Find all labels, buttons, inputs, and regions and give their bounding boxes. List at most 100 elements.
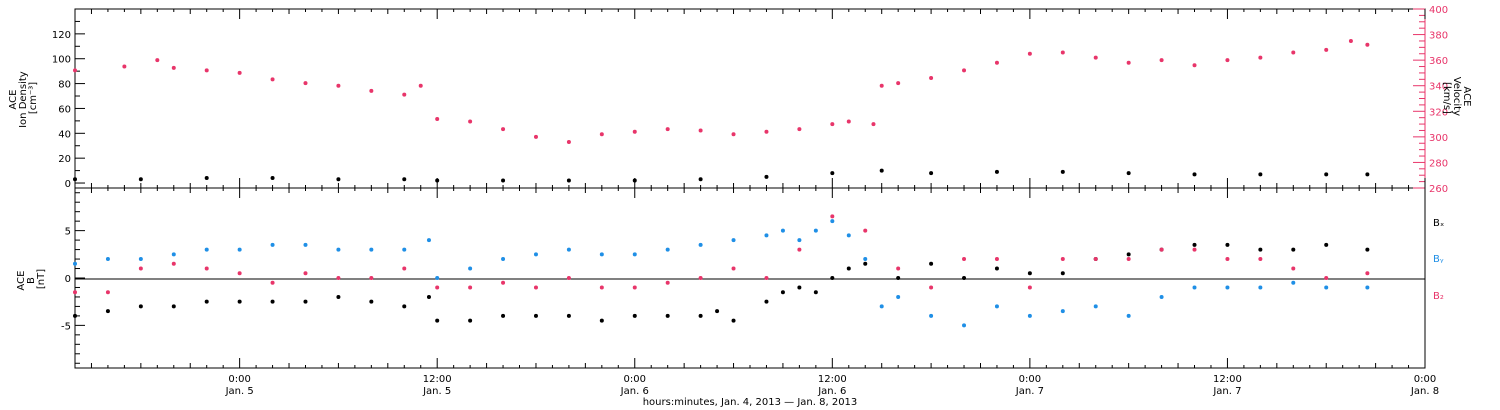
- b-field-point: [105, 309, 110, 314]
- b-field-point: [1291, 266, 1296, 271]
- b-field-point: [879, 304, 884, 309]
- b-field-point: [1192, 242, 1197, 247]
- velocity-point: [1291, 50, 1296, 55]
- b-field-point: [369, 299, 374, 304]
- b-field-point: [336, 247, 341, 252]
- b-field-point: [665, 247, 670, 252]
- b-field-point: [962, 323, 967, 328]
- b-field-point: [533, 252, 538, 257]
- b-field-point: [994, 304, 999, 309]
- density-point: [830, 171, 835, 176]
- velocity-point: [73, 68, 77, 73]
- b-field-point: [764, 276, 769, 280]
- velocity-point: [1258, 55, 1263, 60]
- b-field-point: [566, 313, 571, 318]
- x-tick-date-label: Jan. 7: [1015, 386, 1044, 397]
- density-tick-label: 80: [58, 80, 71, 91]
- b-field-point: [105, 290, 110, 295]
- b-field-point: [237, 299, 242, 304]
- b-field-point: [698, 313, 703, 318]
- b-field-point: [929, 261, 934, 266]
- b-field-point: [1324, 242, 1329, 247]
- density-tick-label: 100: [52, 55, 71, 66]
- velocity-point: [270, 77, 275, 82]
- b-field-point: [632, 285, 637, 290]
- b-field-point: [369, 247, 374, 252]
- density-tick-label: 40: [58, 129, 71, 140]
- velocity-point: [468, 119, 473, 124]
- x-tick-time-label: 0:00: [228, 374, 250, 385]
- b-field-point: [402, 247, 407, 252]
- b-field-point: [896, 276, 901, 280]
- b-field-point: [1258, 247, 1263, 252]
- b-field-point: [994, 257, 999, 262]
- b-field-point: [632, 252, 637, 257]
- density-tick-label: 20: [58, 154, 71, 165]
- b-field-point: [468, 285, 473, 290]
- velocity-tick-label: 400: [1429, 5, 1448, 16]
- velocity-tick-label: 280: [1429, 158, 1448, 169]
- b-field-point: [138, 304, 143, 309]
- b-field-point: [369, 276, 374, 280]
- b-tick-label: 0: [65, 274, 71, 285]
- b-field-point: [1291, 247, 1296, 252]
- density-point: [632, 178, 637, 183]
- b-field-point: [1027, 285, 1032, 290]
- b-field-point: [138, 257, 143, 262]
- x-tick-time-label: 0:00: [1414, 374, 1436, 385]
- velocity-tick-label: 300: [1429, 133, 1448, 144]
- b-title-line-2: B: [26, 277, 37, 284]
- b-field-point: [896, 294, 901, 299]
- velocity-point: [155, 58, 160, 63]
- velocity-point: [501, 127, 506, 132]
- density-point: [73, 177, 77, 182]
- b-field-point: [336, 276, 341, 280]
- density-axis-title: ACE Ion Density [cm⁻³]: [8, 68, 39, 128]
- velocity-point: [303, 81, 308, 86]
- velocity-point: [1365, 42, 1370, 47]
- velocity-tick-label: 340: [1429, 82, 1448, 93]
- b-field-point: [336, 294, 341, 299]
- velocity-tick-label: 360: [1429, 56, 1448, 67]
- legend-bz: B₂: [1433, 291, 1444, 302]
- b-field-point: [204, 299, 209, 304]
- b-field-point: [435, 285, 440, 290]
- b-field-point: [1126, 252, 1131, 257]
- velocity-point: [665, 127, 670, 132]
- velocity-title-line-2: Velocity: [1451, 77, 1462, 116]
- density-point: [1324, 172, 1329, 177]
- b-field-point: [698, 276, 703, 280]
- density-tick-label: 60: [58, 104, 71, 115]
- bottom-panel-series: [73, 214, 1370, 328]
- b-field-point: [566, 247, 571, 252]
- density-point: [566, 178, 571, 183]
- b-field-point: [105, 257, 110, 262]
- density-point: [402, 177, 407, 182]
- velocity-point: [1027, 51, 1032, 56]
- b-field-point: [533, 313, 538, 318]
- b-field-point: [830, 219, 835, 224]
- velocity-point: [599, 132, 604, 137]
- b-field-point: [204, 247, 209, 252]
- b-field-point: [813, 228, 818, 233]
- b-field-point: [204, 266, 209, 271]
- velocity-point: [731, 132, 736, 137]
- x-tick-date-label: Jan. 5: [225, 386, 254, 397]
- velocity-axis-title: ACE Velocity [km/s]: [1441, 77, 1472, 119]
- bottom-panel-frame: [74, 187, 1426, 369]
- b-field-point: [863, 228, 868, 233]
- b-field-point: [1060, 271, 1065, 276]
- b-field-point: [303, 271, 308, 276]
- b-field-point: [73, 261, 77, 266]
- b-field-point: [171, 252, 176, 257]
- b-axis-title: ACE B [nT]: [16, 267, 47, 290]
- b-field-point: [1093, 257, 1098, 262]
- b-field-point: [501, 280, 506, 285]
- b-field-point: [846, 266, 851, 271]
- b-field-point: [599, 318, 604, 323]
- b-field-point: [731, 238, 736, 243]
- b-field-point: [270, 242, 275, 247]
- b-field-point: [1192, 247, 1197, 252]
